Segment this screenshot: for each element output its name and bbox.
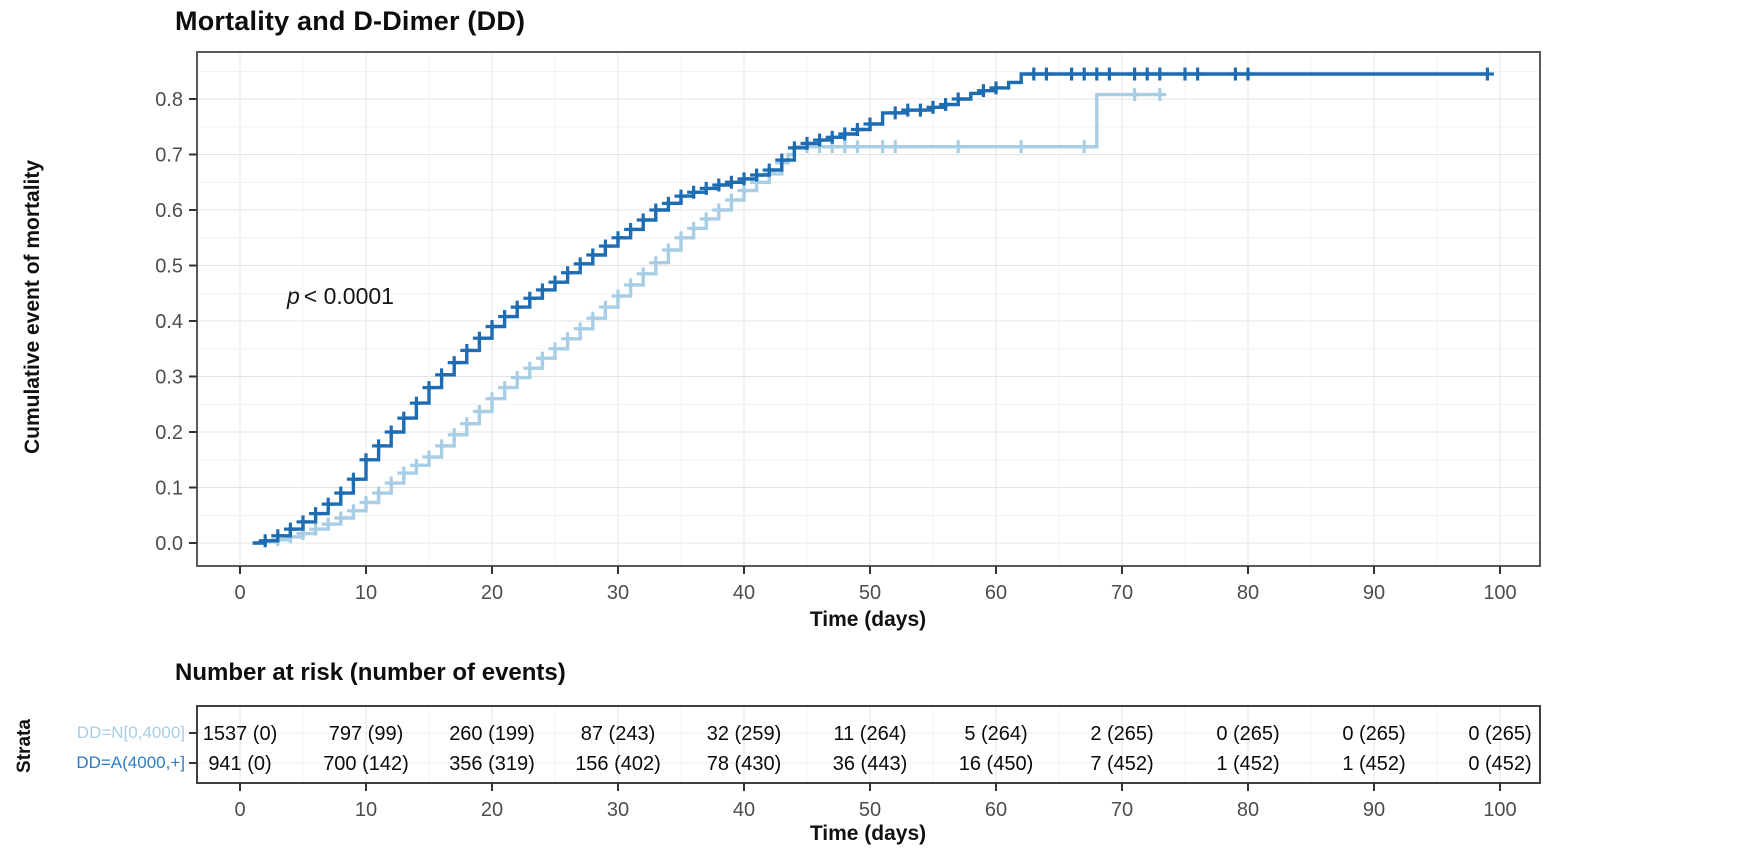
risk-table-x-axis-title: Time (days) <box>809 822 927 845</box>
survival-curve-light <box>252 92 1160 545</box>
x-tick-label: 80 <box>1237 582 1259 604</box>
risk-value: 0 (265) <box>1216 723 1279 745</box>
risk-x-tick-label: 30 <box>607 799 629 821</box>
risk-x-tick-label: 50 <box>859 799 881 821</box>
risk-table-title: Number at risk (number of events) <box>175 659 566 686</box>
risk-value: 1 (452) <box>1216 753 1279 775</box>
risk-value: 7 (452) <box>1090 753 1153 775</box>
x-tick-label: 20 <box>481 582 503 604</box>
x-tick-label: 70 <box>1111 582 1133 604</box>
risk-x-tick-label: 10 <box>355 799 377 821</box>
risk-value: 32 (259) <box>707 723 782 745</box>
risk-value: 0 (452) <box>1468 753 1531 775</box>
y-tick-label: 0.1 <box>155 478 183 500</box>
risk-x-tick-label: 100 <box>1483 799 1516 821</box>
y-tick-label: 0.5 <box>155 256 183 278</box>
risk-value: 0 (265) <box>1468 723 1531 745</box>
risk-x-tick-label: 20 <box>481 799 503 821</box>
risk-value: 356 (319) <box>449 753 535 775</box>
y-tick-label: 0.7 <box>155 145 183 167</box>
strata-row-label: DD=A(4000,+] <box>76 753 185 772</box>
risk-value: 0 (265) <box>1342 723 1405 745</box>
risk-value: 941 (0) <box>208 753 271 775</box>
p-value-annotation: p < 0.0001 <box>287 283 394 310</box>
risk-value: 1537 (0) <box>203 723 278 745</box>
risk-value: 16 (450) <box>959 753 1034 775</box>
risk-x-tick-label: 0 <box>234 799 245 821</box>
risk-x-tick-label: 80 <box>1237 799 1259 821</box>
y-tick-label: 0.3 <box>155 367 183 389</box>
risk-x-tick-label: 60 <box>985 799 1007 821</box>
risk-value: 36 (443) <box>833 753 908 775</box>
p-value-symbol: p <box>287 283 300 309</box>
risk-value: 156 (402) <box>575 753 661 775</box>
x-tick-label: 60 <box>985 582 1007 604</box>
risk-value: 11 (264) <box>833 723 906 745</box>
strata-row-label: DD=N[0,4000] <box>76 723 185 742</box>
y-tick-label: 0.2 <box>155 422 183 444</box>
y-tick-label: 0.6 <box>155 200 183 222</box>
y-axis-title: Cumulative event of mortality <box>21 159 44 455</box>
x-tick-label: 100 <box>1483 582 1516 604</box>
x-axis-title: Time (days) <box>809 608 927 631</box>
x-tick-label: 40 <box>733 582 755 604</box>
risk-value: 87 (243) <box>581 723 656 745</box>
strata-axis-label: Strata <box>14 719 35 773</box>
risk-value: 2 (265) <box>1090 723 1153 745</box>
risk-value: 1 (452) <box>1342 753 1405 775</box>
chart-title: Mortality and D-Dimer (DD) <box>175 6 526 36</box>
plot-panel-border <box>196 51 1541 567</box>
risk-value: 797 (99) <box>329 723 404 745</box>
risk-table-border <box>196 705 1541 784</box>
y-tick-label: 0.4 <box>155 311 183 333</box>
x-tick-label: 90 <box>1363 582 1385 604</box>
x-tick-label: 50 <box>859 582 881 604</box>
y-tick-label: 0.8 <box>155 89 183 111</box>
risk-x-tick-label: 40 <box>733 799 755 821</box>
x-tick-label: 0 <box>234 582 245 604</box>
risk-value: 5 (264) <box>964 723 1027 745</box>
x-tick-label: 30 <box>607 582 629 604</box>
risk-x-tick-label: 90 <box>1363 799 1385 821</box>
risk-x-tick-label: 70 <box>1111 799 1133 821</box>
risk-value: 260 (199) <box>449 723 535 745</box>
risk-value: 78 (430) <box>707 753 782 775</box>
risk-value: 700 (142) <box>323 753 409 775</box>
y-tick-label: 0.0 <box>155 533 183 555</box>
x-tick-label: 10 <box>355 582 377 604</box>
p-value-text: < 0.0001 <box>303 283 394 309</box>
